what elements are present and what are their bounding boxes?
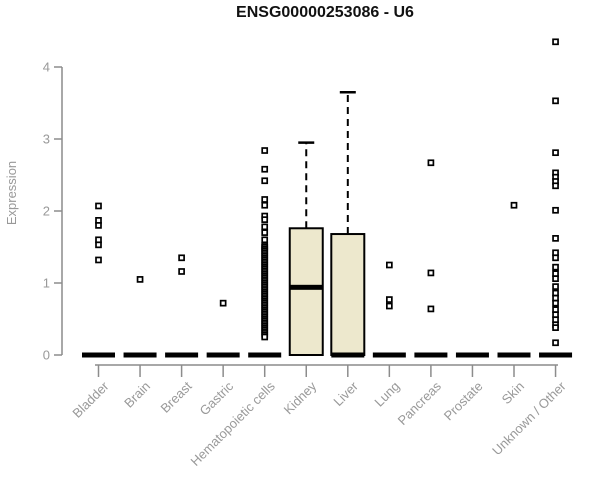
outlier-point xyxy=(95,222,102,229)
category-group-kidney xyxy=(288,141,324,356)
outlier-point xyxy=(386,261,393,269)
outlier-point xyxy=(552,283,559,290)
x-tick-label-brain: Brain xyxy=(121,379,153,411)
outlier-point xyxy=(386,302,393,310)
outlier-point xyxy=(510,201,518,209)
category-group-liver xyxy=(330,90,366,358)
outlier-point xyxy=(552,206,559,214)
box xyxy=(330,233,366,356)
collapsed-box-median xyxy=(206,352,240,358)
median-line xyxy=(289,284,323,290)
outlier-point xyxy=(95,202,102,210)
collapsed-box-median xyxy=(497,352,531,358)
outlier-point xyxy=(552,149,559,157)
category-group-skin xyxy=(497,201,531,358)
category-group-prostate xyxy=(455,352,489,358)
outlier-point xyxy=(552,299,559,307)
outlier-point xyxy=(136,276,144,283)
x-tick-label-skin: Skin xyxy=(499,379,527,407)
y-axis: 0 1 2 3 4 Expression xyxy=(4,60,63,363)
outlier-point xyxy=(552,38,559,46)
outlier-point xyxy=(219,299,227,307)
outlier-point xyxy=(178,268,185,275)
outlier-point xyxy=(95,241,102,249)
collapsed-box-median xyxy=(372,352,406,358)
x-tick-label-unknown-other: Unknown / Other xyxy=(489,378,569,458)
outlier-point xyxy=(261,147,269,154)
outlier-point xyxy=(427,305,435,313)
chart-title: ENSG00000253086 - U6 xyxy=(236,4,414,21)
outlier-point xyxy=(261,196,269,203)
y-tick-label: 2 xyxy=(43,204,50,219)
x-tick-label-kidney: Kidney xyxy=(281,378,320,417)
category-group-gastric xyxy=(206,299,240,358)
x-tick-label-breast: Breast xyxy=(158,378,195,415)
category-group-brain xyxy=(123,276,157,358)
outlier-point xyxy=(261,201,269,209)
x-tick-label-lung: Lung xyxy=(371,379,402,410)
outlier-point xyxy=(552,254,559,262)
median-line xyxy=(331,352,365,358)
outlier-point xyxy=(427,269,435,277)
outlier-point xyxy=(261,216,269,223)
outlier-point xyxy=(261,223,269,231)
outlier-point xyxy=(552,235,559,242)
outlier-point xyxy=(386,296,393,303)
outlier-point xyxy=(261,177,269,185)
outlier-point xyxy=(178,254,185,262)
outlier-point xyxy=(427,159,435,167)
x-tick-label-gastric: Gastric xyxy=(197,378,237,418)
category-group-bladder xyxy=(82,202,115,358)
category-group-unknown-other xyxy=(539,38,573,358)
category-group-pancreas xyxy=(414,159,448,358)
outlier-point xyxy=(552,263,559,271)
collapsed-box-median xyxy=(248,352,282,358)
collapsed-box-median xyxy=(165,352,199,358)
x-tick-label-pancreas: Pancreas xyxy=(395,378,445,428)
outlier-point xyxy=(552,324,559,331)
category-group-breast xyxy=(165,254,199,358)
x-tick-label-liver: Liver xyxy=(330,378,361,409)
y-tick-label: 3 xyxy=(43,132,50,147)
x-tick-label-bladder: Bladder xyxy=(69,378,112,421)
outlier-point xyxy=(552,182,559,190)
collapsed-box-median xyxy=(455,352,489,358)
outlier-point xyxy=(261,236,269,244)
outlier-point xyxy=(552,339,559,347)
y-axis-title: Expression xyxy=(4,161,19,225)
outlier-point xyxy=(261,165,269,173)
outlier-point xyxy=(552,97,559,105)
collapsed-box-median xyxy=(123,352,157,358)
collapsed-box-median xyxy=(82,352,115,358)
collapsed-box-median xyxy=(414,352,448,358)
outlier-point xyxy=(261,229,269,236)
collapsed-box-median xyxy=(539,352,573,358)
y-tick-label: 4 xyxy=(43,60,50,75)
category-group-hematopoietic-cells xyxy=(248,147,282,358)
y-tick-label: 0 xyxy=(43,348,50,363)
outlier-point xyxy=(552,275,559,283)
outlier-point xyxy=(95,256,102,264)
y-tick-label: 1 xyxy=(43,276,50,291)
x-tick-label-prostate: Prostate xyxy=(441,379,486,424)
box xyxy=(288,227,324,356)
category-group-lung xyxy=(372,261,406,358)
outlier-point xyxy=(261,333,269,341)
